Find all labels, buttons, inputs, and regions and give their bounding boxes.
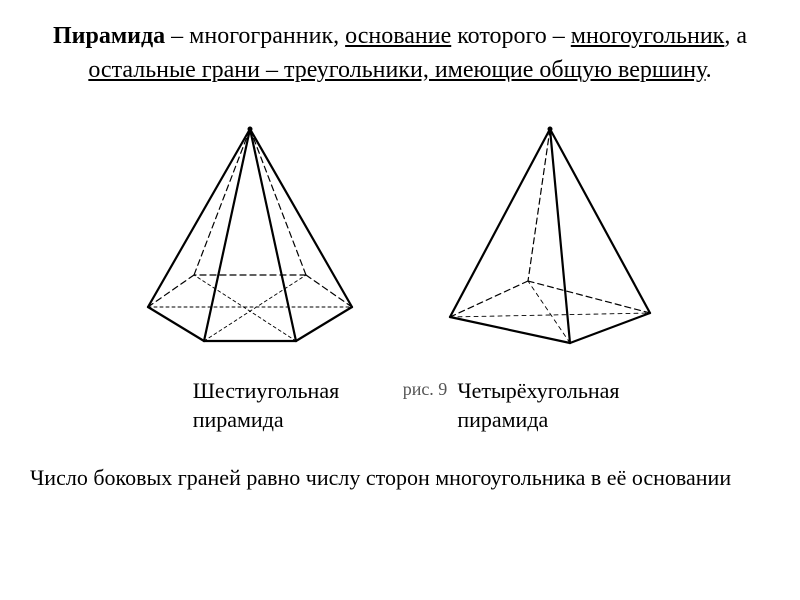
footer-note: Число боковых граней равно числу сторон …: [30, 464, 770, 493]
hexagonal-caption: Шестиугольная пирамида: [193, 377, 393, 434]
figure-number-label: рис. 9: [403, 379, 448, 400]
captions-row: Шестиугольная пирамида рис. 9 Четырёхуго…: [30, 377, 770, 434]
quadrilateral-pyramid-diagram: [420, 117, 680, 357]
quadrilateral-caption: Четырёхугольная пирамида: [457, 377, 657, 434]
quadrilateral-pyramid-container: [420, 117, 680, 357]
hexagonal-pyramid-container: [120, 117, 380, 357]
hexagonal-pyramid-diagram: [120, 117, 380, 357]
definition-title: Пирамида – многогранник, основание котор…: [30, 20, 770, 87]
diagrams-row: [30, 117, 770, 357]
